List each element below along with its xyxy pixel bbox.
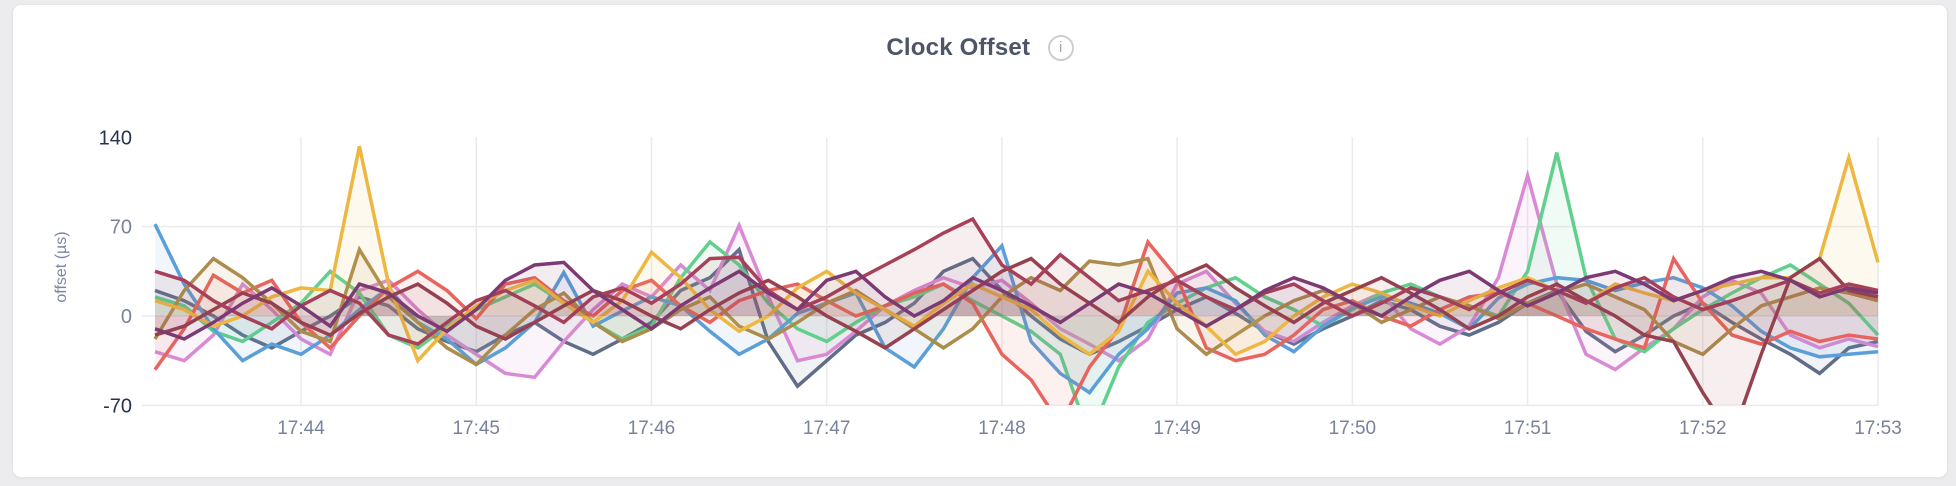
series-9-area [155, 219, 1878, 345]
x-tick-label: 17:46 [628, 418, 676, 439]
x-tick-label: 17:45 [452, 418, 500, 439]
x-tick-label: 17:50 [1329, 418, 1377, 439]
y-tick-label: 0 [121, 306, 132, 328]
series-9-line [154, 216, 1879, 347]
x-tick-label: 17:44 [277, 418, 325, 439]
y-tick-label: 70 [110, 217, 132, 239]
x-tick-label: 17:53 [1854, 418, 1902, 439]
x-tick-label: 17:52 [1679, 418, 1727, 439]
series-10-line [154, 260, 1879, 341]
series-6-line [153, 245, 1879, 367]
gridlines [142, 137, 1879, 407]
series-10-area [155, 262, 1878, 339]
metrics-card: Clock Offset i offset (µs) [12, 4, 1948, 478]
series-5-area [155, 242, 1878, 405]
x-tick-label: 17:51 [1504, 418, 1552, 439]
x-tick-label: 17:49 [1153, 418, 1201, 439]
axis-labels: 140 70 0 -70 17:44 17:45 17:46 17:47 17:48 17:49 1… [99, 127, 1902, 439]
series-2-area [155, 175, 1878, 378]
series-8-line [154, 256, 1879, 405]
series-4-area [155, 224, 1878, 393]
series-6-area [155, 249, 1878, 365]
y-tick-label: -70 [103, 395, 132, 417]
series-1-area [155, 249, 1878, 387]
x-tick-label: 17:47 [803, 418, 851, 439]
info-icon[interactable]: i [1047, 35, 1074, 61]
series-5-line [153, 238, 1879, 405]
y-tick-label: 140 [99, 127, 132, 149]
plot-area[interactable] [153, 145, 1880, 437]
chart-header: Clock Offset i [13, 33, 1947, 63]
page-title: Clock Offset [886, 34, 1031, 61]
x-tick-label: 17:48 [978, 418, 1026, 439]
